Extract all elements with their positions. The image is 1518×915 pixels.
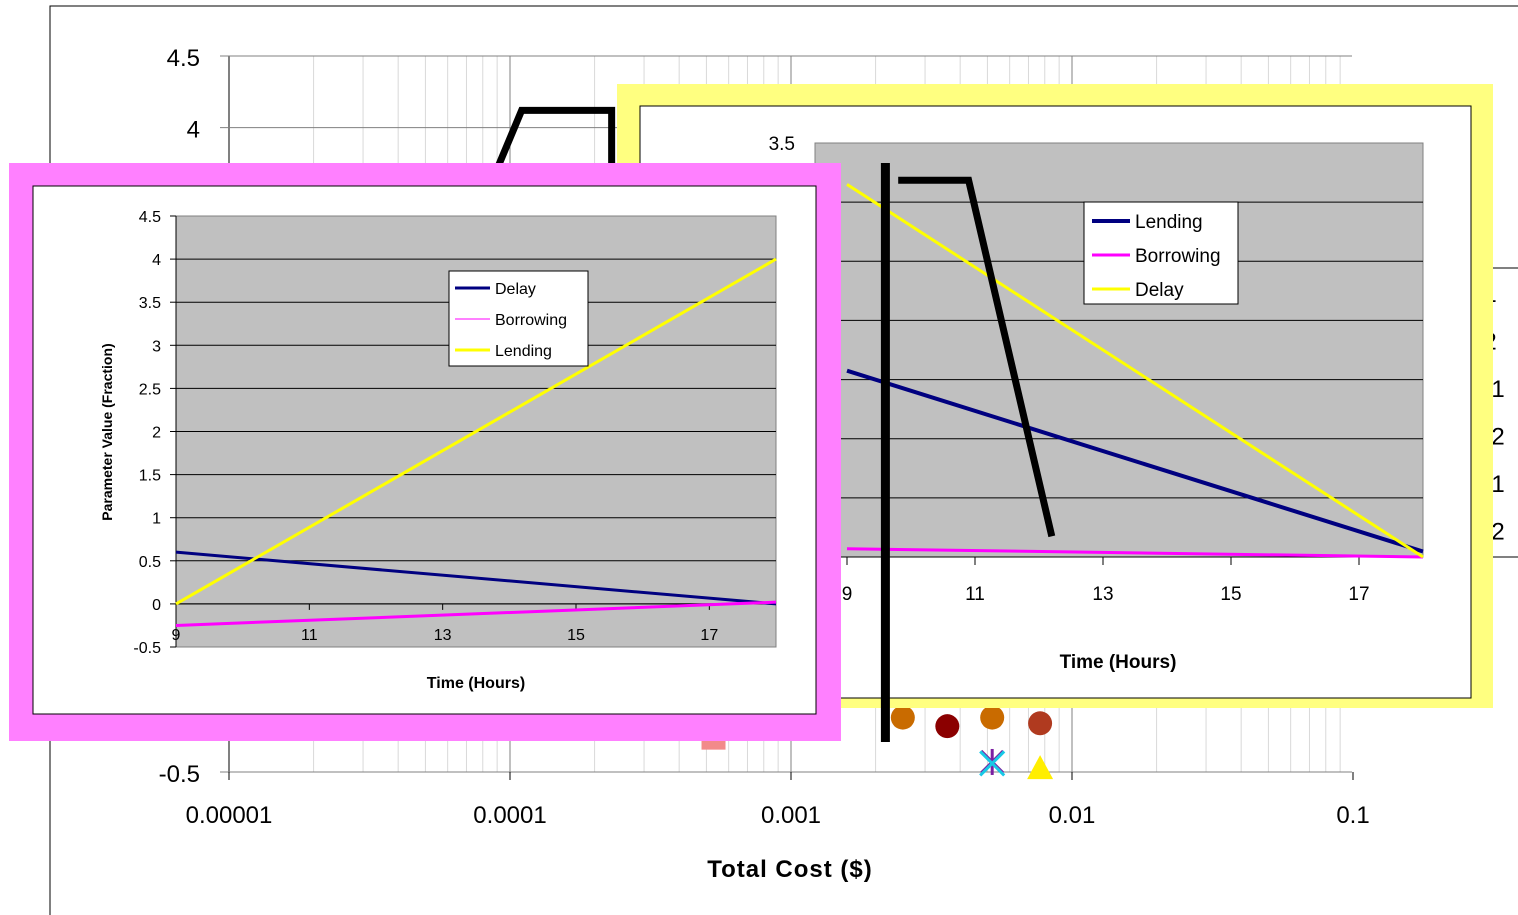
magenta-x-tick-label: 13 xyxy=(434,627,452,644)
magenta-x-axis-title: Time (Hours) xyxy=(427,675,525,692)
magenta-y-tick-label: 0 xyxy=(152,597,161,614)
magenta-y-tick-label: -0.5 xyxy=(133,640,161,657)
yellow-y-tick-label: 3.5 xyxy=(769,134,795,155)
back-circle-marker xyxy=(1028,711,1053,736)
yellow-legend-label: Borrowing xyxy=(1135,246,1221,267)
yellow-legend-label: Delay xyxy=(1135,280,1184,301)
magenta-series-line xyxy=(175,550,777,606)
magenta-legend-label: Borrowing xyxy=(495,312,567,329)
magenta-chart: 4.5 4 3.5 3 2.5 2 1.5 1 0.5 0 -0.5 9 11 13 15 17 Time (H… xyxy=(9,163,841,741)
magenta-legend-label: Delay xyxy=(495,281,536,298)
back-x-tick-label: 0.01 xyxy=(1049,802,1096,829)
magenta-y-tick-label: 2.5 xyxy=(139,381,161,398)
yellow-series-line xyxy=(846,183,1424,559)
magenta-x-tick-label: 11 xyxy=(301,627,318,644)
back-x-tick-label: 0.001 xyxy=(761,802,821,829)
magenta-y-tick-label: 3.5 xyxy=(139,295,161,312)
yellow-x-axis-title: Time (Hours) xyxy=(1060,652,1177,673)
magenta-y-tick-label: 0.5 xyxy=(139,554,161,571)
magenta-y-tick-label: 1 xyxy=(152,511,161,528)
magenta-series-line xyxy=(175,257,777,606)
back-circle-marker xyxy=(935,714,960,739)
magenta-x-tick-label: 17 xyxy=(700,627,718,644)
back-x-marker xyxy=(979,750,1006,777)
yellow-x-tick-label: 15 xyxy=(1220,584,1241,605)
back-x-tick-label: 0.00001 xyxy=(186,802,273,829)
magenta-y-tick-label: 4.5 xyxy=(139,209,161,226)
yellow-series-line xyxy=(846,547,1424,559)
magenta-y-tick-label: 4 xyxy=(152,252,161,269)
back-triangle-marker xyxy=(1027,755,1054,780)
magenta-y-tick-label: 1.5 xyxy=(139,468,161,485)
yellow-series-line xyxy=(846,368,1424,554)
yellow-x-tick-label: 13 xyxy=(1092,584,1113,605)
magenta-legend-label: Lending xyxy=(495,343,552,360)
yellow-x-tick-label: 17 xyxy=(1348,584,1369,605)
back-y-tick-label: 4.5 xyxy=(167,45,200,72)
yellow-x-tick-label: 11 xyxy=(965,584,985,605)
magenta-y-tick-label: 2 xyxy=(152,425,161,442)
yellow-legend-label: Lending xyxy=(1135,212,1203,233)
back-circle-marker xyxy=(980,705,1005,730)
magenta-x-tick-label: 15 xyxy=(567,627,585,644)
back-x-tick-label: 0.0001 xyxy=(473,802,546,829)
back-y-tick-label: 4 xyxy=(187,117,200,144)
magenta-x-tick-label: 9 xyxy=(172,627,181,644)
back-x-axis-title: Total Cost ($) xyxy=(707,856,873,883)
yellow-black-path xyxy=(898,176,1056,538)
back-circle-marker xyxy=(890,705,915,730)
yellow-x-tick-label: 9 xyxy=(842,584,853,605)
magenta-y-axis-title: Parameter Value (Fraction) xyxy=(99,343,115,520)
magenta-series-line xyxy=(175,600,777,627)
back-y-tick-label: -0.5 xyxy=(159,761,200,788)
magenta-y-tick-label: 3 xyxy=(152,338,161,355)
back-x-tick-label: 0.1 xyxy=(1336,802,1369,829)
